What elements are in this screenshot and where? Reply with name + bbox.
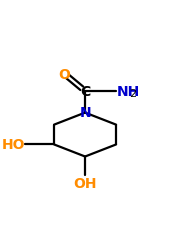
Text: C: C bbox=[80, 85, 90, 99]
Text: N: N bbox=[79, 105, 91, 119]
Text: HO: HO bbox=[2, 138, 26, 152]
Text: NH: NH bbox=[117, 84, 140, 98]
Text: 2: 2 bbox=[129, 88, 136, 98]
Text: OH: OH bbox=[73, 177, 97, 191]
Text: O: O bbox=[58, 68, 70, 81]
